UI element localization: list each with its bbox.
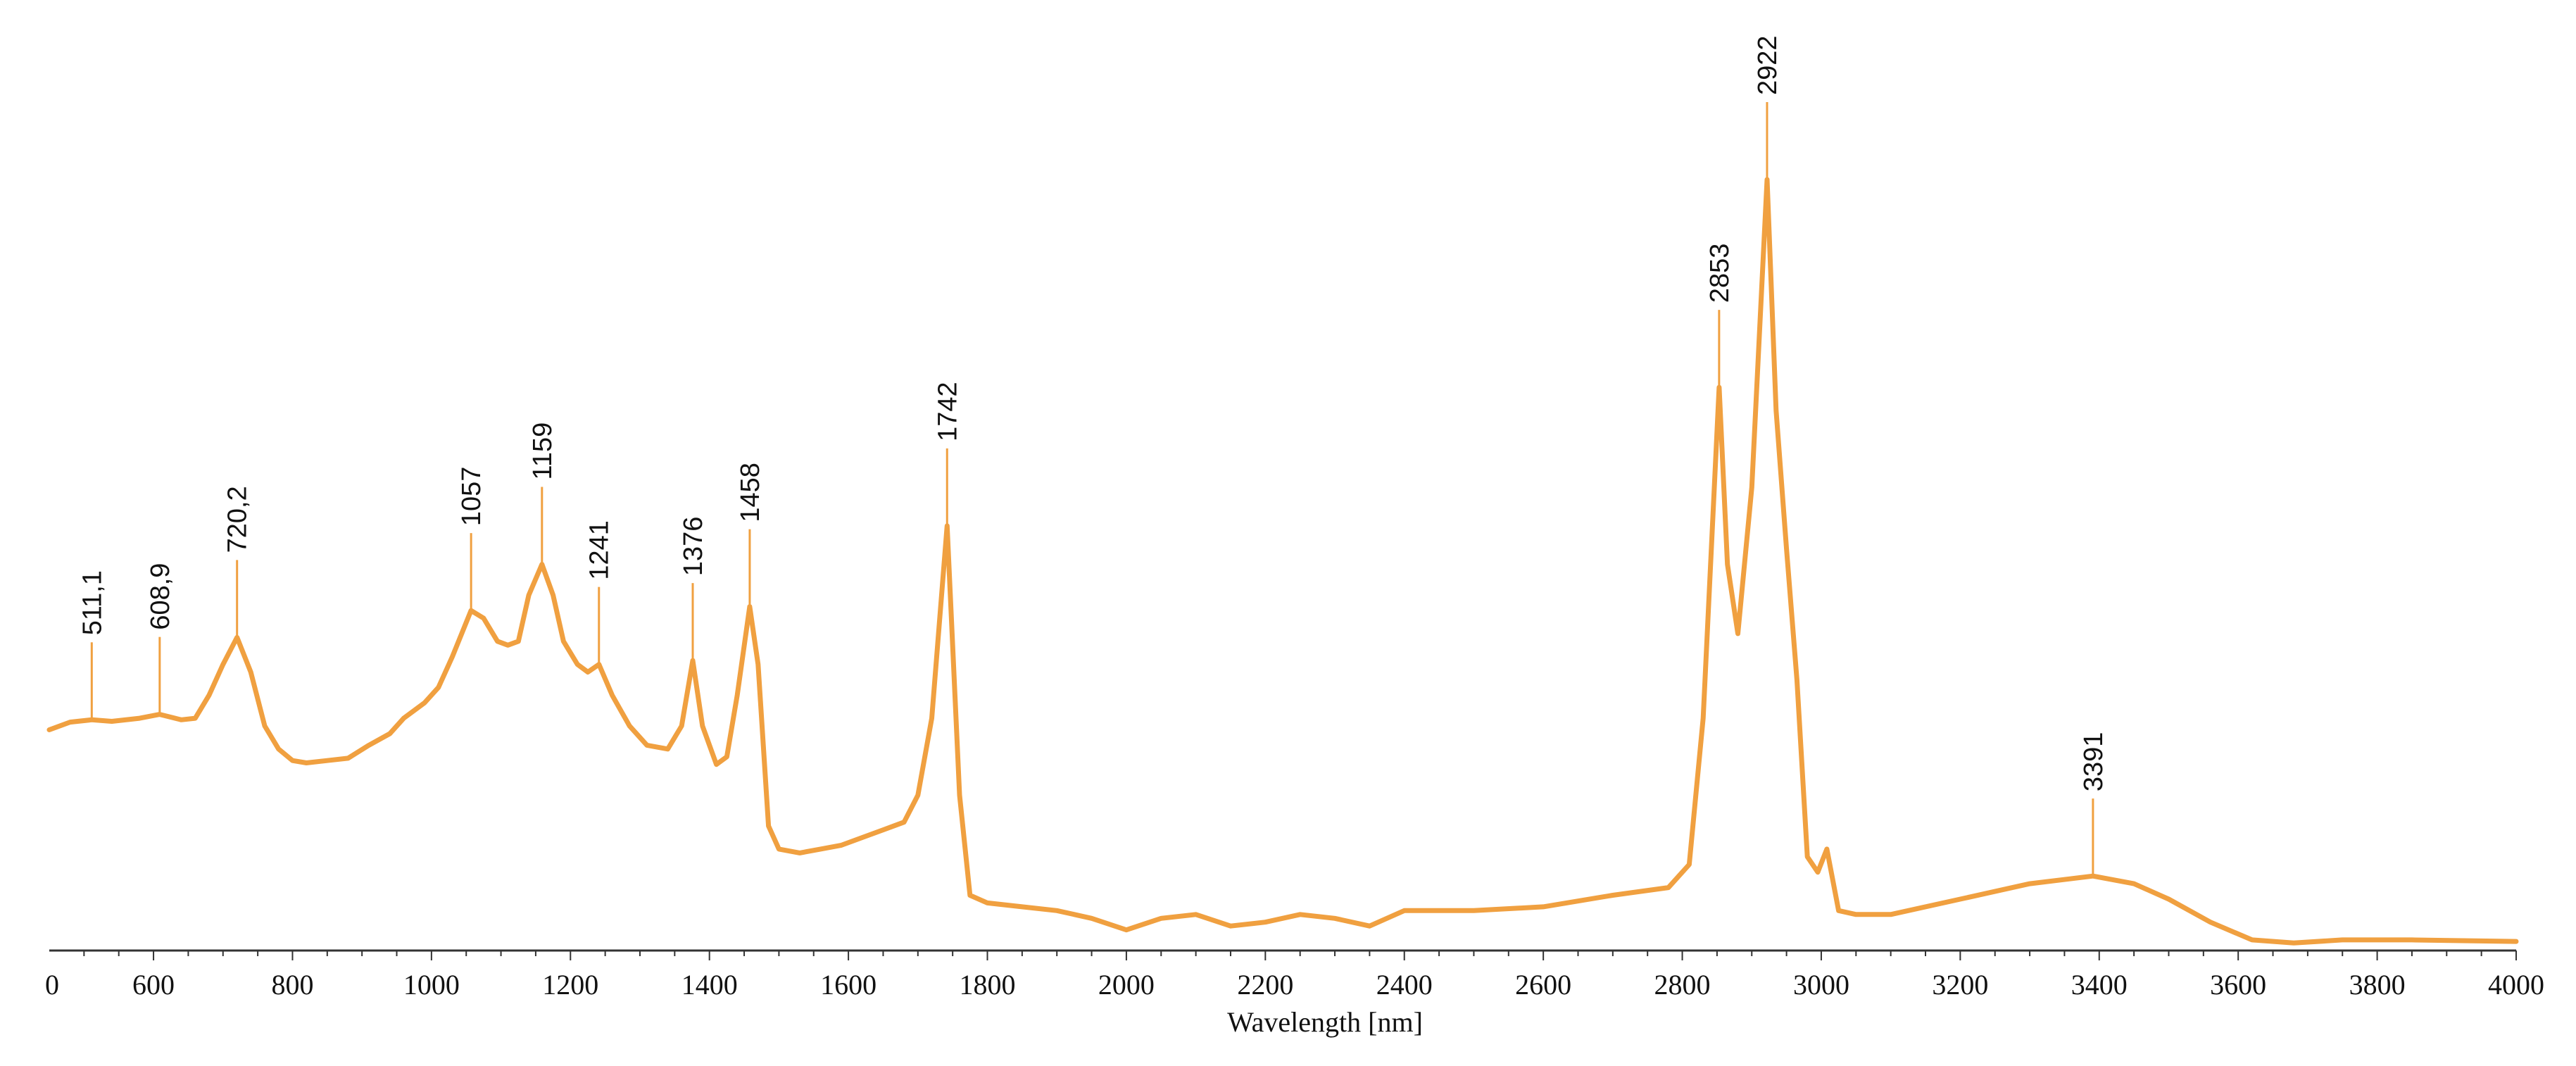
peak-label: 1376	[679, 517, 708, 577]
peak-label: 1057	[457, 467, 486, 527]
x-tick-label: 1600	[820, 969, 877, 1001]
x-tick-label: 3200	[1932, 969, 1988, 1001]
spectrum-line	[46, 177, 2519, 946]
x-tick-label: 600	[132, 969, 175, 1001]
peak-label: 1159	[528, 422, 558, 480]
peak-label: 720,2	[223, 486, 253, 553]
x-tick-label: 1200	[542, 969, 598, 1001]
x-tick-label: 0	[45, 969, 59, 1001]
x-tick-label: 3600	[2210, 969, 2266, 1001]
peak-label: 511,1	[77, 570, 107, 635]
x-tick-label: 2400	[1376, 969, 1433, 1001]
x-tick-label: 3800	[2349, 969, 2406, 1001]
x-axis: 0 600 800 1000 1200 1400 1600 1800 2000 2200 2400 2…	[45, 949, 2544, 1001]
peak-label: 1458	[736, 463, 765, 522]
x-tick-label: 3400	[2071, 969, 2128, 1001]
x-tick-label: 1400	[681, 969, 738, 1001]
peak-label: 3391	[2079, 732, 2109, 792]
x-tick-label: 2800	[1654, 969, 1711, 1001]
x-tick-label: 4000	[2488, 969, 2544, 1001]
x-tick-label: 2000	[1098, 969, 1155, 1001]
series-layer	[46, 177, 2519, 946]
peak-label: 2922	[1753, 35, 1783, 95]
x-axis-title: Wavelength [nm]	[1227, 1006, 1423, 1038]
peak-label: 2853	[1705, 244, 1735, 303]
x-tick-label: 800	[271, 969, 313, 1001]
peak-label: 608,9	[146, 563, 175, 630]
x-tick-label: 1000	[403, 969, 460, 1001]
peak-label: 1241	[585, 520, 615, 580]
x-tick-label: 3000	[1793, 969, 1849, 1001]
x-tick-label: 1800	[960, 969, 1016, 1001]
peak-label: 1742	[933, 382, 962, 441]
x-tick-label: 2200	[1237, 969, 1293, 1001]
peak-annotations: 511,1 608,9 720,2 1057 1159 1241 1376 1458 1742 2…	[77, 35, 2109, 877]
x-tick-label: 2600	[1515, 969, 1571, 1001]
